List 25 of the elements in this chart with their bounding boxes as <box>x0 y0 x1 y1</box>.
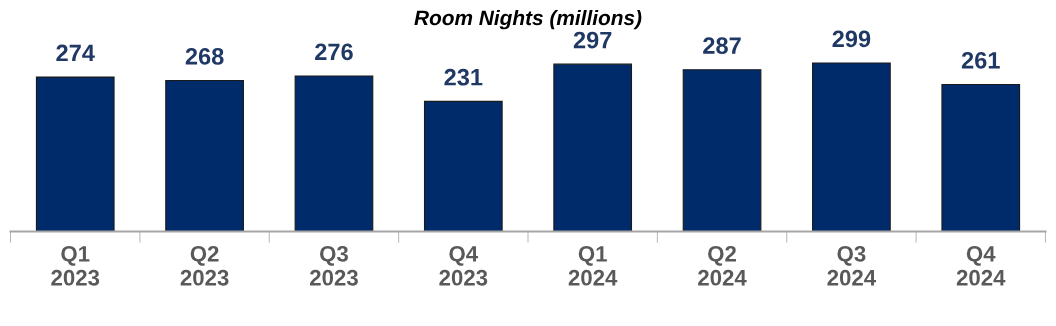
x-tick-label: Q3 2024 <box>827 245 876 286</box>
x-tick-label: Q1 2024 <box>568 245 618 286</box>
x-tick-label: Q4 2023 <box>439 245 488 286</box>
bar <box>682 69 762 232</box>
bar <box>294 75 374 232</box>
data-label: 261 <box>961 51 1000 69</box>
data-label: 299 <box>832 30 871 48</box>
data-label: 274 <box>56 44 95 62</box>
x-tick-label: Q2 2024 <box>698 245 747 286</box>
data-label: 231 <box>444 68 483 86</box>
data-label: 268 <box>185 47 224 65</box>
data-label: 276 <box>315 43 353 61</box>
bar <box>165 79 244 232</box>
bar <box>553 63 633 232</box>
x-tick-label: Q3 2023 <box>310 245 358 286</box>
data-label: 287 <box>703 37 741 55</box>
bar <box>941 83 1021 232</box>
x-tick-label: Q4 2024 <box>956 245 1006 286</box>
x-tick-label: Q2 2023 <box>180 245 229 286</box>
bar <box>423 100 503 232</box>
x-tick-label: Q1 2023 <box>51 245 100 286</box>
bar <box>35 76 115 232</box>
data-label: 297 <box>573 31 612 49</box>
bar <box>812 62 891 232</box>
chart-title: Room Nights (millions) <box>414 9 642 30</box>
